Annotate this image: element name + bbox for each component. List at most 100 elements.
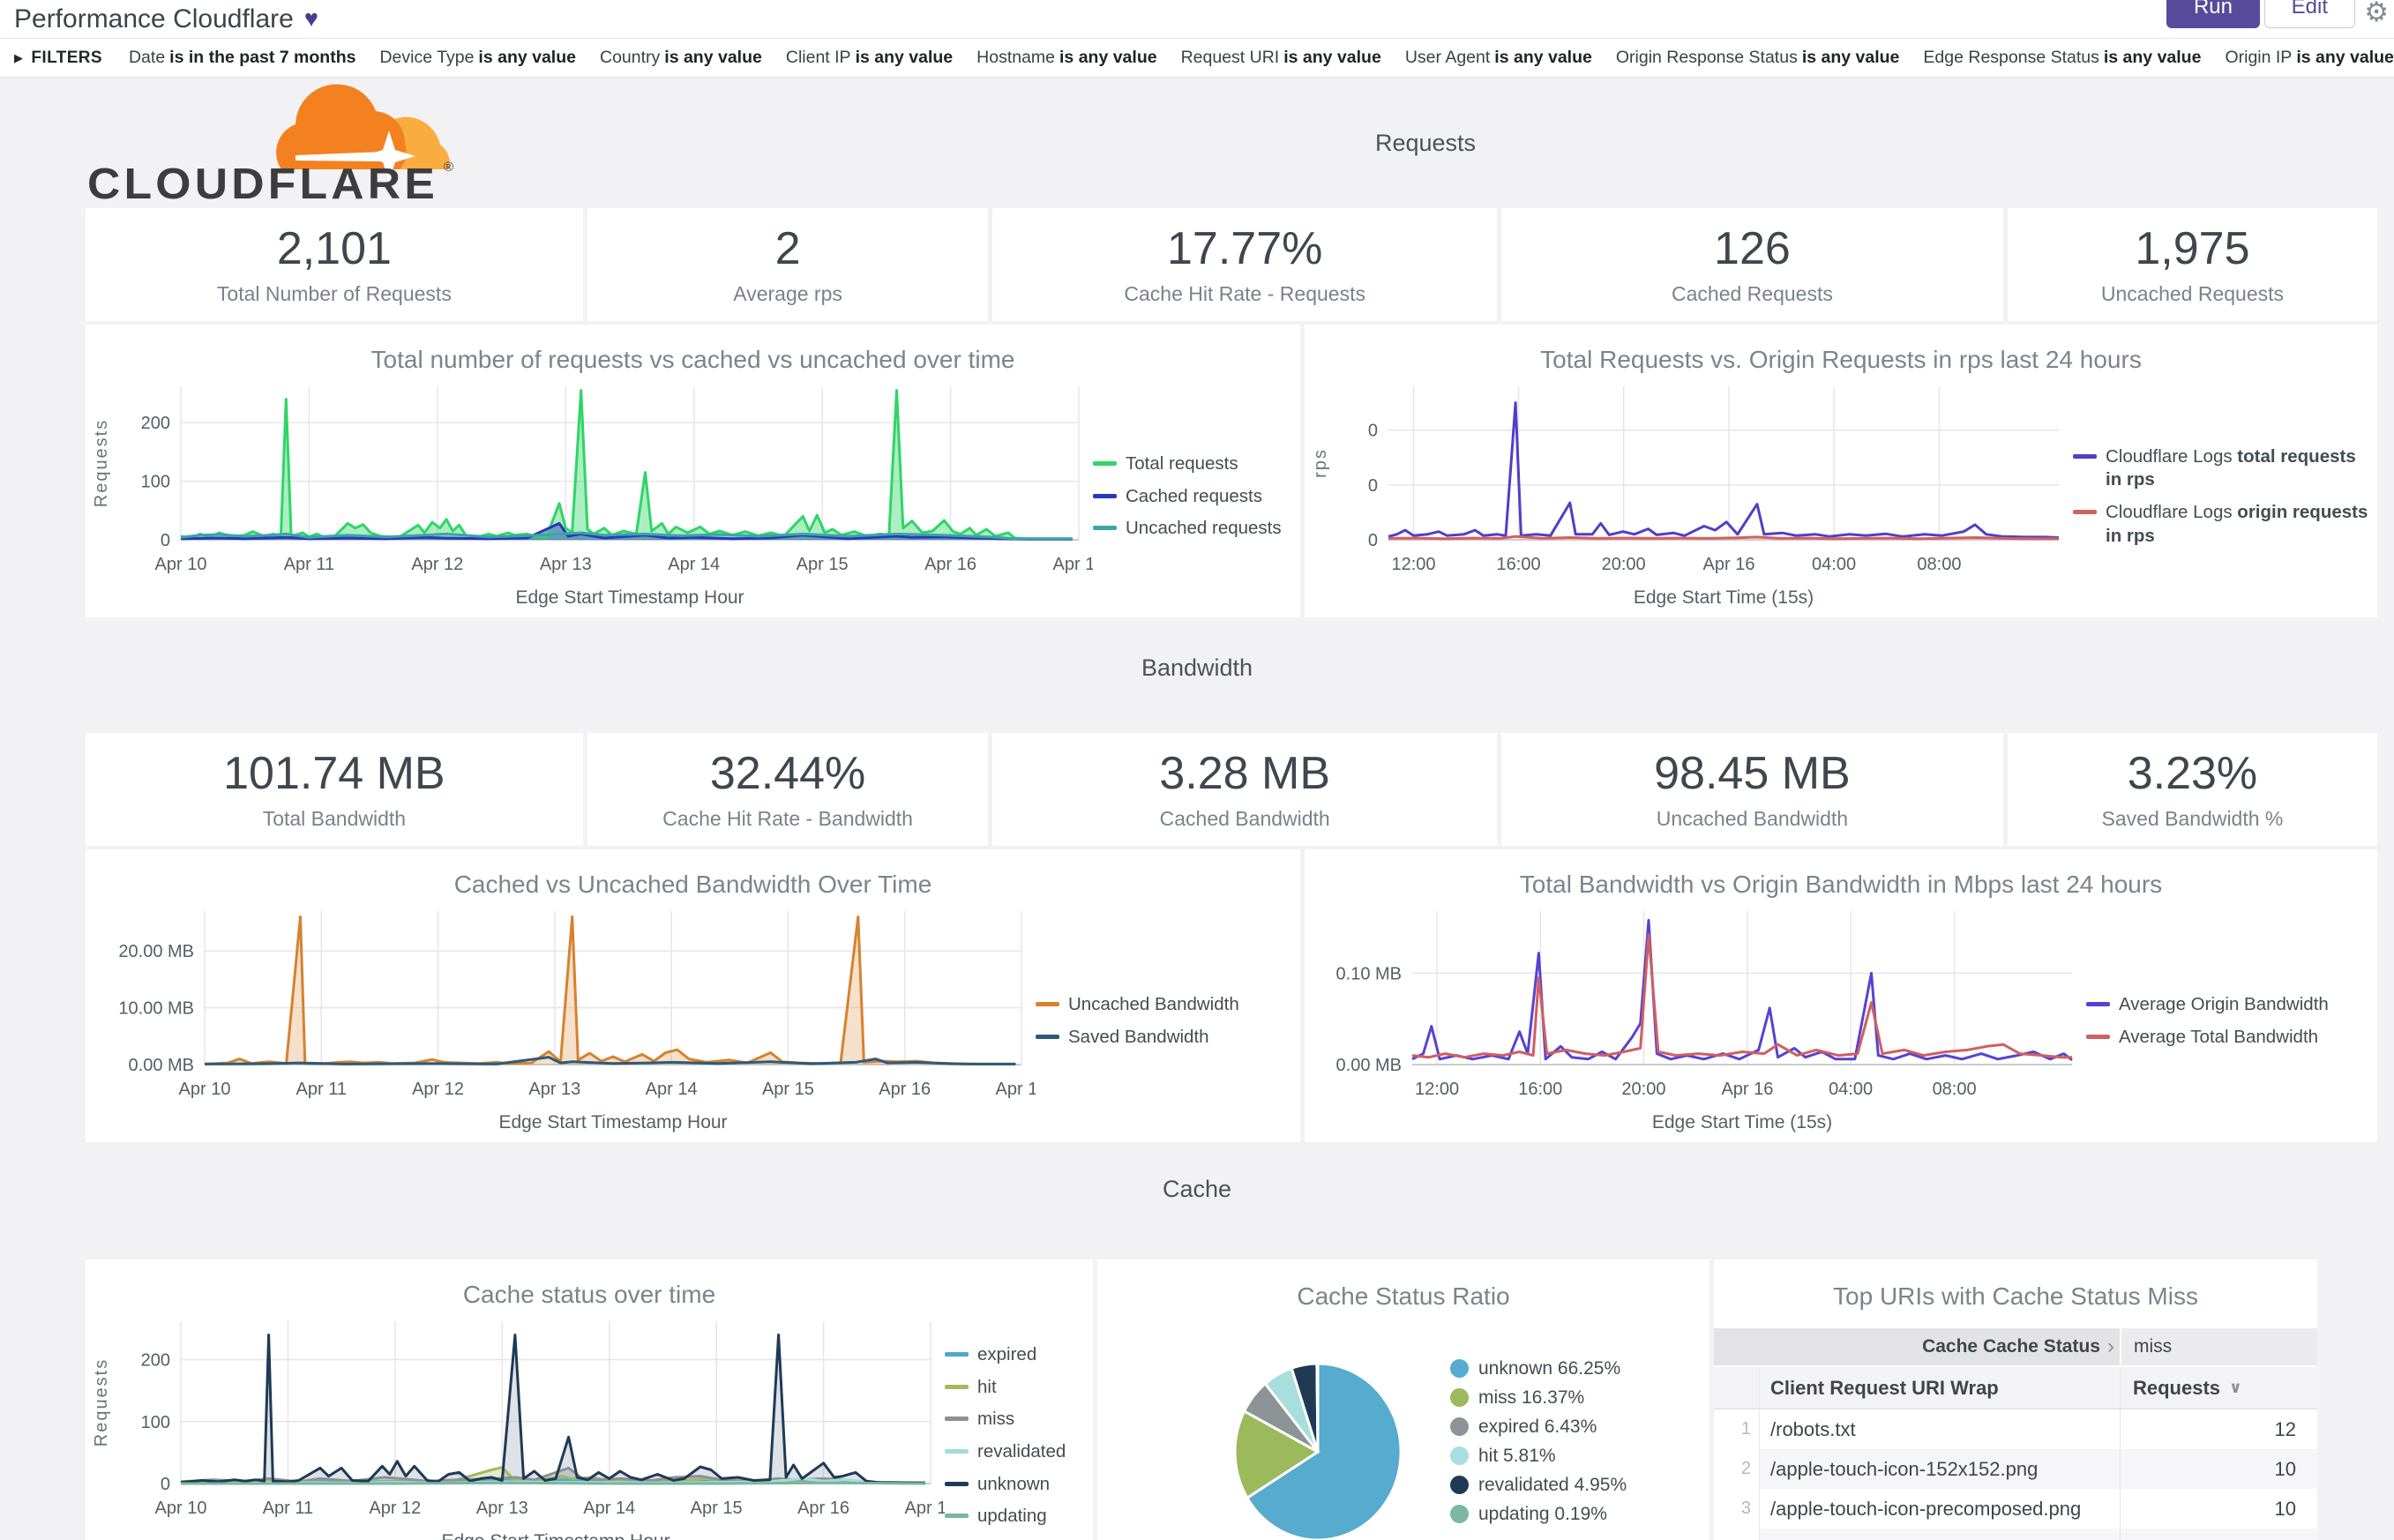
legend-item-revalidated[interactable]: revalidated xyxy=(945,1440,1086,1464)
filter-chip-request-uri[interactable]: Request URI is any value xyxy=(1181,48,1381,67)
legend-item-average-total-bandwidth[interactable]: Average Total Bandwidth xyxy=(2086,1026,2370,1050)
pie-legend-label: hit 5.81% xyxy=(1478,1445,1556,1466)
gear-icon[interactable]: ⚙ xyxy=(2364,0,2389,27)
legend-item-cached-requests[interactable]: Cached requests xyxy=(1093,485,1293,509)
edit-button[interactable]: Edit xyxy=(2263,0,2355,28)
legend-item-expired[interactable]: expired xyxy=(945,1343,1086,1367)
pie-legend-item-miss[interactable]: miss 16.37% xyxy=(1450,1387,1709,1409)
legend-swatch xyxy=(945,1449,969,1454)
filter-chip-hostname[interactable]: Hostname is any value xyxy=(976,48,1156,67)
row-number: 1 xyxy=(1714,1409,1760,1449)
legend-label: Cloudflare Logs total requests in rps xyxy=(2106,445,2356,490)
legend-label: expired xyxy=(977,1344,1037,1365)
heart-icon: ♥ xyxy=(303,5,318,32)
filter-chip-country[interactable]: Country is any value xyxy=(600,48,762,67)
legend-item-hit[interactable]: hit xyxy=(945,1376,1086,1400)
pie-legend-dot xyxy=(1450,1476,1469,1494)
legend-swatch xyxy=(1093,461,1117,467)
requests-column-label: Requests xyxy=(2133,1376,2221,1399)
bandwidth-24h-plot[interactable]: 12:00 16:00 20:00 Apr 16 04:00 08:00 0.00 MB 0.… xyxy=(1305,901,2086,1142)
kpi-tile-total-bandwidth: 101.74 MB Total Bandwidth xyxy=(86,733,583,846)
svg-text:Apr 13: Apr 13 xyxy=(528,1080,580,1099)
svg-text:Apr 15: Apr 15 xyxy=(691,1499,743,1518)
legend-item-unknown[interactable]: unknown xyxy=(945,1473,1086,1497)
cache-status-plot[interactable]: Apr 10 Apr 11 Apr 12 Apr 13 Apr 14 Apr 15 Apr … xyxy=(86,1311,956,1540)
filter-field-label: Hostname xyxy=(976,48,1056,67)
chart-card-bandwidth-over-time: Cached vs Uncached Bandwidth Over Time A… xyxy=(86,849,1300,1142)
table-body: 1/robots.txt 12 2/apple-touch-icon-152x152… xyxy=(1714,1409,2317,1540)
legend-item-average-origin-bandwidth[interactable]: Average Origin Bandwidth xyxy=(2086,993,2370,1017)
pie-legend-item-hit[interactable]: hit 5.81% xyxy=(1450,1446,1709,1467)
filters-toggle[interactable]: ▶ FILTERS xyxy=(14,49,102,68)
pie-legend-item-updating[interactable]: updating 0.19% xyxy=(1450,1504,1709,1525)
bandwidth-over-time-plot[interactable]: Apr 10 Apr 11 Apr 12 Apr 13 Apr 14 Apr 15 Apr … xyxy=(86,901,1047,1142)
svg-text:20.00 MB: 20.00 MB xyxy=(118,942,194,961)
legend-item-origin-requests-in-rps[interactable]: Cloudflare Logs origin requests in rps xyxy=(2073,501,2370,548)
table-row: 3/apple-touch-icon-precomposed.png 10 xyxy=(1714,1489,2317,1529)
legend-item-updating[interactable]: updating xyxy=(945,1505,1086,1529)
pie-slice-miss xyxy=(1233,1409,1320,1500)
uri-cell: /apple-touch-icon-152x152.png xyxy=(1760,1449,2120,1489)
filter-chip-user-agent[interactable]: User Agent is any value xyxy=(1405,48,1592,67)
svg-text:200: 200 xyxy=(141,1351,170,1371)
row-number: 3 xyxy=(1714,1489,1760,1529)
filter-chip-origin-ip[interactable]: Origin IP is any value xyxy=(2225,48,2393,67)
pie-slice-unknown xyxy=(1245,1362,1403,1540)
cache-status-pie[interactable] xyxy=(1097,1312,1450,1540)
run-button[interactable]: Run xyxy=(2166,0,2260,28)
legend-item-uncached-requests[interactable]: Uncached requests xyxy=(1093,517,1293,541)
svg-text:Apr 12: Apr 12 xyxy=(411,555,463,574)
requests-cell: 12 xyxy=(2120,1409,2317,1449)
svg-text:Apr 11: Apr 11 xyxy=(296,1080,347,1099)
filter-condition: is any value xyxy=(664,48,762,67)
pie-legend: unknown 66.25% miss 16.37% expired 6.43% hi… xyxy=(1450,1312,1709,1540)
filter-chip-origin-response-status[interactable]: Origin Response Status is any value xyxy=(1616,48,1900,67)
chart-title: Total number of requests vs cached vs un… xyxy=(370,346,1015,373)
legend-label: Total requests xyxy=(1126,453,1238,475)
requests-over-time-plot[interactable]: Apr 10 Apr 11 Apr 12 Apr 13 Apr 14 Apr 15 Apr … xyxy=(86,376,1104,617)
c5-svg: Apr 10 Apr 11 Apr 12 Apr 13 Apr 14 Apr 15 Apr … xyxy=(92,1321,956,1540)
legend-swatch xyxy=(2086,1002,2110,1007)
kpi-value: 17.77% xyxy=(1166,222,1323,274)
chevron-right-icon: › xyxy=(2107,1334,2114,1358)
legend-label: hit xyxy=(977,1376,997,1397)
filter-chip-edge-response-status[interactable]: Edge Response Status is any value xyxy=(1923,48,2201,67)
chart-title: Cache Status Ratio xyxy=(1297,1282,1510,1310)
filter-chip-device-type[interactable]: Device Type is any value xyxy=(379,48,576,67)
legend-label: Cloudflare Logs origin requests in rps xyxy=(2106,502,2368,546)
pivot-column-header[interactable]: Cache Cache Status › xyxy=(1714,1328,2120,1365)
legend-item-saved-bandwidth[interactable]: Saved Bandwidth xyxy=(1036,1026,1293,1050)
filter-chip-client-ip[interactable]: Client IP is any value xyxy=(786,48,953,67)
filter-field-label: Client IP xyxy=(785,48,851,67)
legend-item-total-requests-in-rps[interactable]: Cloudflare Logs total requests in rps xyxy=(2073,445,2370,492)
legend-label: Uncached requests xyxy=(1126,518,1282,539)
svg-text:08:00: 08:00 xyxy=(1917,555,1961,574)
svg-text:Edge Start Time (15s): Edge Start Time (15s) xyxy=(1634,587,1814,608)
legend-swatch xyxy=(945,1417,969,1422)
legend-item-miss[interactable]: miss xyxy=(945,1408,1086,1432)
svg-text:Apr 15: Apr 15 xyxy=(762,1080,814,1099)
rps-24h-plot[interactable]: 12:00 16:00 20:00 Apr 16 04:00 08:00 0 0 0 rps Edg… xyxy=(1305,376,2073,617)
pie-legend-item-revalidated[interactable]: revalidated 4.95% xyxy=(1450,1475,1709,1496)
pie-slice-updating xyxy=(1315,1362,1320,1453)
legend-swatch xyxy=(2073,510,2097,514)
sort-desc-icon: ∨ xyxy=(2229,1379,2242,1396)
svg-text:Apr 16: Apr 16 xyxy=(797,1499,849,1518)
pie-legend-dot xyxy=(1450,1388,1469,1407)
svg-text:Requests: Requests xyxy=(92,1358,111,1447)
uri-column-header[interactable]: Client Request URI Wrap xyxy=(1770,1376,1999,1399)
legend-item-uncached-bandwidth[interactable]: Uncached Bandwidth xyxy=(1036,993,1293,1017)
svg-text:Apr 10: Apr 10 xyxy=(155,1499,207,1518)
pie-legend-item-unknown[interactable]: unknown 66.25% xyxy=(1450,1358,1709,1379)
pie-legend-item-expired[interactable]: expired 6.43% xyxy=(1450,1417,1709,1438)
bandwidth-kpi-row: 101.74 MB Total Bandwidth 32.44% Cache Hit … xyxy=(86,733,2377,846)
legend-item-total-requests[interactable]: Total requests xyxy=(1093,452,1293,476)
filter-chip-date[interactable]: Date is in the past 7 months xyxy=(129,48,356,67)
svg-text:0.10 MB: 0.10 MB xyxy=(1336,964,1402,983)
requests-column-header[interactable]: Requests ∨ xyxy=(2120,1367,2317,1409)
svg-text:Requests: Requests xyxy=(92,419,111,508)
svg-text:®: ® xyxy=(444,160,453,175)
uri-cell: /robots.txt xyxy=(1770,1417,1856,1440)
filter-field-label: Edge Response Status xyxy=(1923,48,2099,67)
filter-condition: is any value xyxy=(1494,48,1592,67)
